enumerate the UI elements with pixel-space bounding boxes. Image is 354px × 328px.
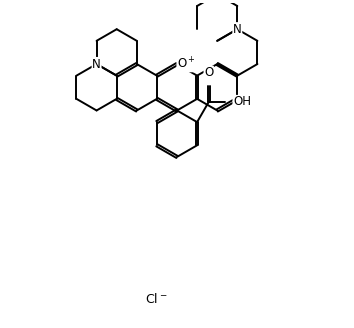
Text: O$^+$: O$^+$: [177, 56, 196, 72]
Text: OH: OH: [233, 95, 251, 109]
Text: Cl$^-$: Cl$^-$: [145, 292, 167, 306]
Text: N: N: [92, 57, 101, 71]
Text: N: N: [233, 23, 242, 36]
Text: O: O: [204, 66, 213, 79]
